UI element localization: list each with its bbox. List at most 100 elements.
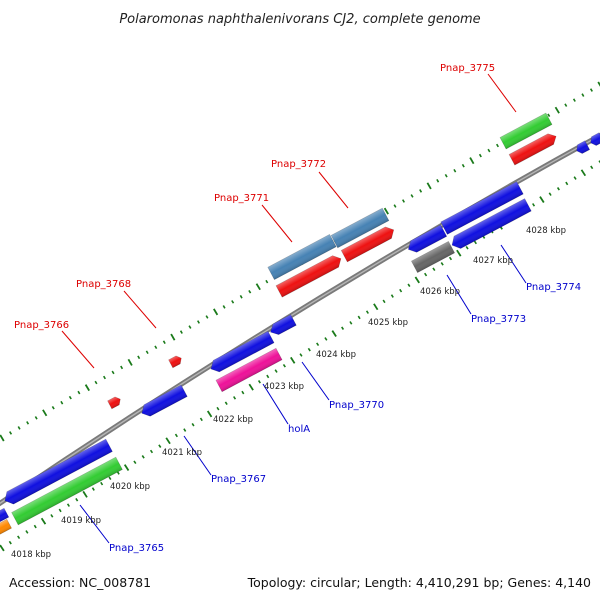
genome-summary-text: Topology: circular; Length: 4,410,291 bp… (247, 575, 591, 590)
minor-tick (183, 428, 187, 432)
minor-tick (282, 363, 286, 368)
minor-tick (341, 326, 345, 330)
accession-text: Accession: NC_008781 (9, 575, 151, 590)
leader-pnap-3775 (487, 73, 517, 113)
major-tick (597, 81, 600, 87)
gene-label-texts: Pnap_3766 Pnap_3768 Pnap_3771 Pnap_3772 … (14, 63, 581, 554)
leader-pnap-3768 (123, 290, 157, 329)
gene-pnap-3768 (168, 355, 182, 369)
kbp-label: 4026 kbp (420, 287, 460, 297)
gene-label-pnap-3772: Pnap_3772 (271, 159, 326, 170)
minor-tick (137, 355, 141, 360)
gene-steelblue-2 (330, 207, 390, 249)
gene-blue-edge-left (0, 507, 10, 523)
minor-tick (565, 181, 569, 186)
leader-pnap-3773 (446, 274, 472, 315)
minor-tick (572, 98, 576, 102)
minor-tick (382, 299, 386, 304)
gene-label-pnap-3765: Pnap_3765 (109, 543, 164, 554)
minor-tick (145, 350, 149, 355)
minor-tick (231, 300, 235, 304)
minor-tick (133, 460, 137, 465)
major-tick (0, 544, 5, 552)
minor-tick (581, 93, 585, 97)
kbp-tick-labels: 4018 kbp 4019 kbp 4020 kbp 4021 kbp 4022… (11, 226, 566, 560)
major-tick (469, 157, 475, 165)
gene-features (0, 112, 600, 536)
gene-green-bottom (11, 456, 123, 526)
minor-tick (424, 272, 428, 277)
minor-tick (224, 401, 228, 406)
minor-tick (191, 422, 195, 427)
major-tick (42, 409, 48, 417)
gene-pnap-3771 (275, 255, 342, 298)
minor-tick (17, 535, 21, 540)
gene-label-pnap-3766: Pnap_3766 (14, 320, 69, 331)
major-tick (331, 330, 337, 337)
kbp-label: 4022 kbp (213, 415, 253, 425)
minor-tick (556, 187, 560, 191)
minor-tick (399, 288, 403, 293)
minor-tick (299, 353, 303, 357)
minor-tick (573, 176, 577, 180)
gene-blue-3774a (440, 181, 524, 235)
minor-tick (94, 380, 98, 385)
minor-tick (357, 315, 361, 320)
major-tick (414, 276, 420, 284)
minor-tick (598, 160, 600, 164)
minor-tick (116, 471, 120, 475)
leader-pnap-3772 (318, 171, 349, 209)
minor-tick (179, 330, 183, 334)
gene-pnap-3773 (411, 240, 455, 274)
minor-tick (547, 113, 551, 118)
gene-label-pnap-3771: Pnap_3771 (214, 193, 269, 204)
minor-tick (248, 289, 252, 294)
major-tick (0, 434, 5, 442)
gene-label-pnap-3773: Pnap_3773 (471, 314, 526, 325)
minor-tick (241, 390, 245, 395)
minor-tick (233, 396, 237, 400)
major-tick (426, 182, 432, 190)
kbp-label: 4020 kbp (110, 482, 150, 492)
minor-tick (33, 524, 37, 529)
gene-label-hola: holA (288, 424, 310, 435)
minor-tick (532, 203, 536, 207)
gene-blue-small (407, 224, 448, 253)
minor-tick (324, 337, 328, 341)
kbp-label: 4028 kbp (526, 226, 566, 236)
leader-pnap-3766 (61, 330, 95, 369)
minor-tick (257, 380, 261, 384)
minor-tick (266, 374, 270, 379)
gene-label-pnap-3767: Pnap_3767 (211, 474, 266, 485)
minor-tick (473, 240, 477, 245)
kbp-label: 4025 kbp (368, 318, 408, 328)
minor-tick (58, 508, 62, 513)
leader-hola (262, 383, 289, 425)
gene-pnap-3772 (340, 226, 395, 263)
minor-tick (402, 199, 405, 203)
kbp-label: 4018 kbp (11, 550, 51, 560)
kbp-label: 4024 kbp (316, 350, 356, 360)
minor-tick (393, 204, 397, 208)
major-tick (82, 490, 88, 498)
minor-tick (68, 395, 72, 400)
minor-tick (307, 347, 311, 352)
major-tick (206, 410, 213, 418)
minor-tick (188, 325, 192, 329)
major-tick (248, 383, 254, 391)
minor-tick (197, 320, 200, 324)
major-tick (255, 283, 261, 291)
minor-tick (453, 168, 457, 173)
major-tick (554, 106, 560, 114)
leader-pnap-3774 (500, 244, 527, 284)
minor-tick (9, 431, 13, 435)
major-tick (127, 358, 133, 366)
major-tick (213, 308, 219, 316)
minor-tick (66, 503, 70, 507)
minor-tick (141, 455, 145, 459)
minor-tick (158, 444, 162, 448)
gene-blue-mid (210, 330, 275, 373)
map-title: Polaromonas naphthalenivorans CJ2, compl… (119, 12, 480, 27)
minor-tick (316, 342, 320, 347)
